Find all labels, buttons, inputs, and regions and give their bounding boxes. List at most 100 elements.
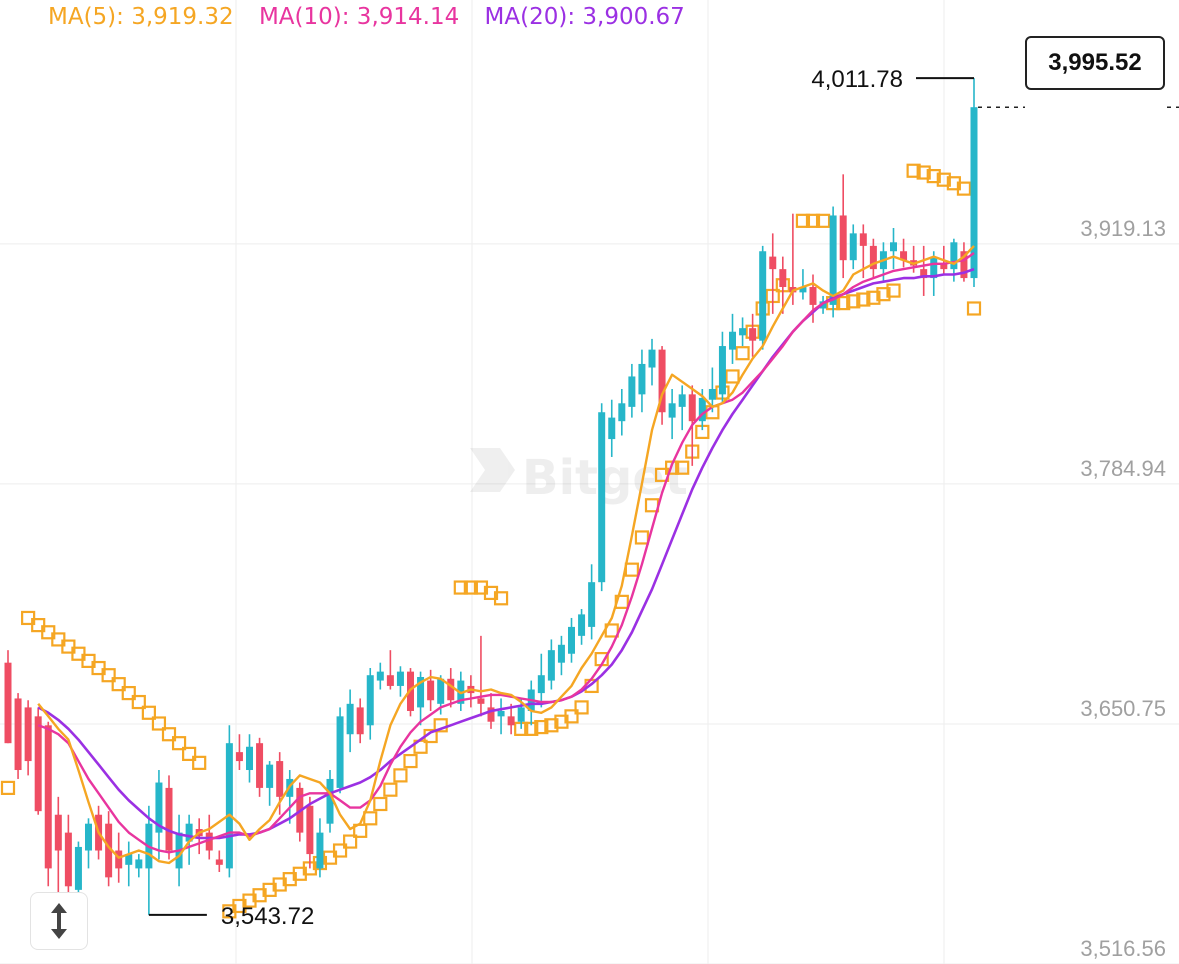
candle (658, 346, 666, 425)
y-tick-label: 3,650.75 (1080, 696, 1166, 721)
candle (125, 841, 133, 887)
candle-body (135, 859, 143, 869)
candle (568, 617, 575, 663)
candle-body (859, 233, 867, 246)
candle-body (366, 675, 374, 726)
low-label: 3,543.72 (221, 903, 314, 930)
candle-body (608, 417, 616, 440)
candle-body (940, 263, 948, 270)
sar-point (21, 610, 36, 626)
candle-body (225, 743, 233, 869)
candle (417, 671, 425, 726)
sar-point (91, 660, 106, 676)
sar-point (171, 736, 187, 751)
candle (930, 251, 938, 296)
candle (256, 737, 264, 797)
candle (24, 700, 32, 776)
candle-body (105, 823, 113, 878)
candle (447, 668, 455, 708)
sar-point (574, 700, 589, 715)
candle (678, 385, 686, 431)
candle (336, 707, 344, 794)
candle-body (890, 242, 897, 252)
high-label: 4,011.78 (811, 66, 903, 93)
sar-point (725, 369, 740, 384)
sar-point (31, 618, 46, 633)
candle-body (507, 716, 515, 726)
candle (225, 725, 233, 878)
sar-point (544, 718, 559, 733)
candle (708, 367, 716, 413)
candle-body (718, 346, 726, 395)
candle-body (517, 707, 525, 722)
sar-point (373, 796, 388, 812)
candle (739, 317, 747, 347)
y-tick-label: 3,784.94 (1080, 456, 1166, 481)
candle (537, 653, 545, 708)
candle (718, 331, 726, 404)
candle (477, 635, 485, 717)
candle (376, 662, 384, 690)
sar-point (956, 181, 972, 196)
price-markers: 4,011.78 3,543.72 (148, 66, 1179, 930)
candle-body (54, 814, 62, 851)
candle-body (920, 269, 928, 279)
ma10-line (37, 252, 975, 854)
candle (44, 721, 52, 887)
sar-point (493, 591, 509, 606)
sar-point (564, 709, 579, 724)
candle-body (537, 675, 545, 694)
candle (4, 650, 12, 744)
candle-body (598, 412, 606, 583)
y-tick-label: 3,516.56 (1080, 936, 1166, 961)
candle (900, 238, 908, 268)
candle (326, 770, 334, 833)
candle-body (24, 707, 32, 762)
scale-toggle-button[interactable] (30, 892, 88, 950)
candle-body (306, 805, 314, 855)
candle (105, 811, 113, 887)
candle-body (708, 388, 716, 400)
last-price-tag[interactable]: 3,995.52 (1025, 36, 1165, 90)
sar-point (111, 677, 126, 692)
candle (235, 734, 243, 771)
candle-body (125, 854, 133, 865)
candle-body (578, 614, 586, 636)
candle (749, 313, 757, 357)
sar-point (332, 843, 348, 858)
candle-body (74, 846, 82, 890)
candle-body (14, 698, 22, 771)
candle (497, 698, 505, 735)
candle (668, 388, 676, 440)
candle-body (336, 716, 344, 788)
sar-point (966, 301, 982, 316)
candle (869, 238, 877, 279)
sar-point (906, 163, 921, 178)
y-tick-label: 3,919.13 (1080, 216, 1166, 241)
sar-point (192, 755, 207, 770)
candle-body (386, 675, 394, 686)
candle (759, 245, 767, 350)
candle (135, 854, 143, 878)
ma5-line (37, 245, 975, 865)
candle-body (487, 707, 495, 722)
candle-body (64, 832, 72, 887)
candle-body (547, 650, 555, 681)
candle-body (155, 782, 163, 833)
candle (628, 363, 636, 418)
candle (890, 227, 897, 270)
candle-body (246, 746, 253, 771)
candle-body (900, 251, 908, 261)
sar-point (916, 165, 931, 180)
candle (648, 338, 656, 386)
candle (386, 650, 394, 690)
candle (85, 818, 92, 869)
candle-body (235, 752, 243, 762)
candle (779, 256, 787, 314)
candle (14, 693, 22, 779)
sar-point (936, 172, 951, 187)
sar-point (534, 719, 549, 735)
